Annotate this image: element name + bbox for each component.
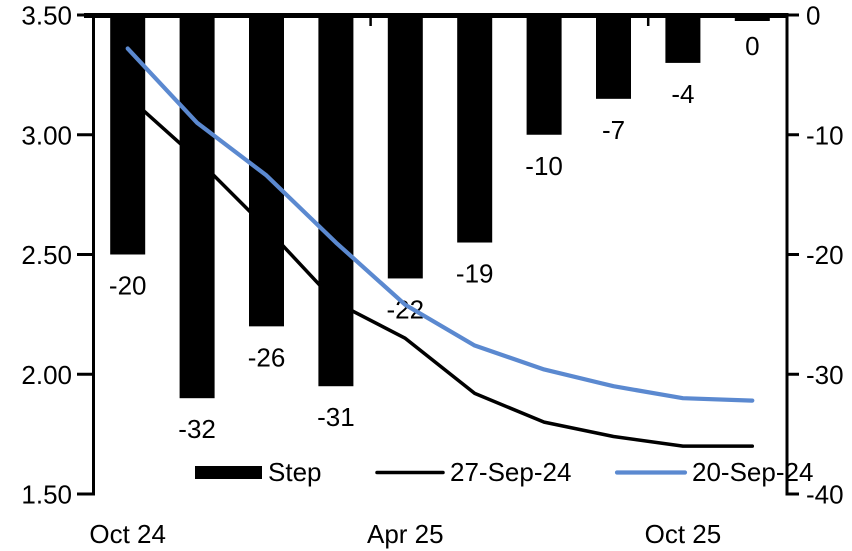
legend-label: 20-Sep-24 <box>692 457 813 487</box>
x-axis-label: Apr 25 <box>367 519 444 549</box>
bar-value-label: 0 <box>745 31 759 61</box>
bar-value-label: -10 <box>525 151 563 181</box>
step-bar <box>110 15 146 255</box>
x-axis-label: Oct 24 <box>89 519 166 549</box>
bar-value-label: -7 <box>602 115 625 145</box>
right-axis-label: -40 <box>806 480 844 510</box>
left-axis-label: 2.00 <box>21 360 72 390</box>
step-bar <box>249 15 284 327</box>
bar-value-label: -26 <box>248 342 286 372</box>
bar-value-label: -4 <box>671 79 694 109</box>
right-axis-label: 0 <box>806 1 820 31</box>
bar-value-label: -22 <box>387 294 425 324</box>
step-bar <box>526 15 562 135</box>
step-bar <box>387 15 423 279</box>
legend-swatch-bar <box>195 466 262 479</box>
x-axis-label: Oct 25 <box>645 519 722 549</box>
step-bar <box>596 15 631 99</box>
bar-value-label: -31 <box>317 402 355 432</box>
bar-labels-layer: -20 -32 -26 -31 -22 -19 -10 -7 -4 0 <box>109 31 760 444</box>
left-axis-label: 3.00 <box>21 120 72 150</box>
legend-layer: Step 27-Sep-24 20-Sep-24 <box>195 457 813 487</box>
left-axis-label: 2.50 <box>21 240 72 270</box>
legend-label: Step <box>268 457 322 487</box>
axes-layer <box>77 13 799 496</box>
bar-value-label: -20 <box>109 271 147 301</box>
legend-label: 27-Sep-24 <box>450 457 571 487</box>
bars-layer <box>110 15 770 399</box>
step-bar <box>318 15 354 387</box>
right-axis-label: -10 <box>806 120 844 150</box>
left-axis-label: 1.50 <box>21 480 72 510</box>
right-axis-label: -20 <box>806 240 844 270</box>
line-27-sep-24 <box>125 94 755 448</box>
bar-value-label: -19 <box>456 259 494 289</box>
line-20-sep-24 <box>125 46 755 403</box>
step-bar <box>457 15 493 243</box>
bar-value-label: -32 <box>178 414 216 444</box>
step-bar <box>179 15 215 399</box>
lines-layer <box>125 46 755 448</box>
left-axis-label: 3.50 <box>21 1 72 31</box>
right-axis-label: -30 <box>806 360 844 390</box>
step-bar <box>665 15 701 63</box>
